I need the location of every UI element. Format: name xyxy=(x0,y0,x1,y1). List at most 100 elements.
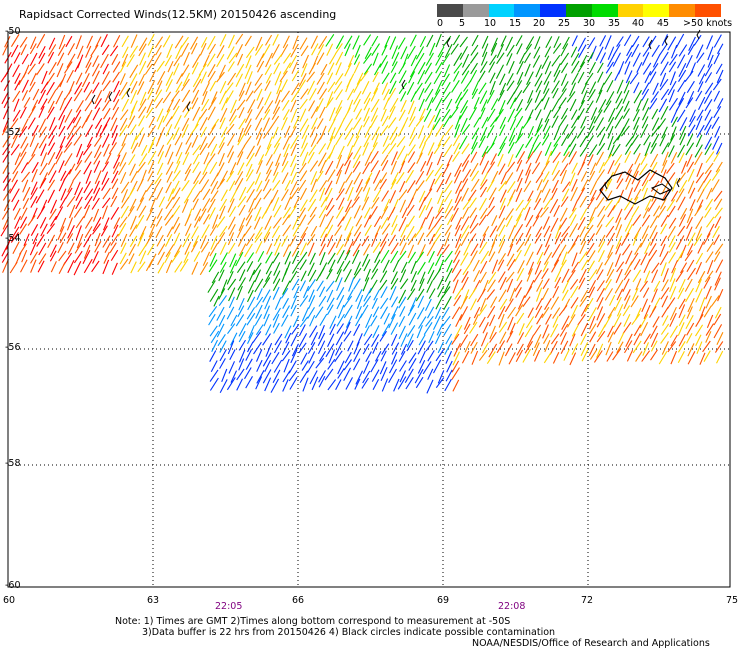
wind-barb xyxy=(182,72,190,87)
wind-barb xyxy=(659,134,666,147)
wind-barb xyxy=(270,115,280,129)
wind-barb xyxy=(298,251,308,264)
wind-barb xyxy=(444,199,453,214)
wind-barb xyxy=(289,181,298,196)
wind-barb xyxy=(208,43,216,55)
wind-barb xyxy=(397,37,406,50)
wind-barb xyxy=(316,280,324,292)
wind-barb xyxy=(229,162,237,175)
wind-barb xyxy=(588,269,598,282)
wind-barb xyxy=(274,71,282,86)
wind-barb xyxy=(38,52,46,65)
wind-barb xyxy=(717,43,724,55)
wind-barb xyxy=(272,286,280,300)
wind-barb xyxy=(541,287,549,301)
wind-barb xyxy=(596,269,604,281)
wind-barb xyxy=(435,253,442,267)
wind-barb xyxy=(578,44,587,58)
wind-barb xyxy=(371,196,380,209)
wind-barb xyxy=(11,171,19,183)
wind-barb xyxy=(505,172,514,185)
wind-barb xyxy=(166,43,174,59)
wind-barb xyxy=(426,269,435,285)
wind-barb xyxy=(372,341,379,354)
wind-barb xyxy=(370,160,379,173)
wind-barb xyxy=(253,341,262,355)
wind-barb xyxy=(460,70,470,84)
wind-barb xyxy=(419,350,426,364)
wind-barb xyxy=(470,178,480,192)
wind-barb xyxy=(614,154,623,166)
wind-barb xyxy=(703,233,711,245)
wind-barb xyxy=(685,142,695,156)
wind-barb xyxy=(453,52,463,67)
wind-barb xyxy=(677,79,686,93)
credit-line: NOAA/NESDIS/Office of Research and Appli… xyxy=(472,638,710,649)
wind-barb xyxy=(353,323,361,337)
wind-barb xyxy=(157,144,165,157)
wind-barb xyxy=(298,324,306,337)
wind-barb xyxy=(354,44,361,58)
wind-barb xyxy=(147,243,155,256)
wind-barb xyxy=(639,280,648,293)
wind-barb xyxy=(407,288,416,301)
wind-barb xyxy=(625,224,633,238)
wind-barb xyxy=(551,98,560,112)
wind-barb xyxy=(41,70,48,85)
wind-barb xyxy=(623,269,632,281)
wind-barb xyxy=(170,105,180,120)
wind-barb xyxy=(514,132,524,144)
wind-barb xyxy=(405,225,415,241)
wind-barb xyxy=(428,330,435,344)
wind-barb xyxy=(40,81,49,94)
wind-barb xyxy=(407,45,416,60)
wind-barb xyxy=(437,370,445,384)
wind-barb xyxy=(644,241,651,255)
wind-barb xyxy=(516,126,524,141)
wind-barb xyxy=(559,323,569,337)
wind-barb xyxy=(580,232,588,246)
wind-barb xyxy=(39,217,47,229)
wind-barb xyxy=(21,171,31,183)
wind-barb xyxy=(562,280,570,294)
wind-barb xyxy=(194,208,202,221)
wind-barb xyxy=(291,243,301,257)
wind-barb xyxy=(373,82,380,95)
wind-barb xyxy=(617,332,625,345)
wind-barb xyxy=(662,268,669,283)
wind-barb xyxy=(452,379,460,392)
wind-barb xyxy=(513,90,523,103)
wind-barb xyxy=(612,163,621,177)
wind-barb xyxy=(463,242,471,256)
wind-barb xyxy=(171,250,181,263)
wind-barb xyxy=(480,332,488,347)
wind-barb xyxy=(74,116,82,128)
wind-barb xyxy=(110,249,119,261)
wind-barb xyxy=(660,323,670,335)
wind-barb xyxy=(436,178,445,193)
wind-barb xyxy=(577,37,586,52)
wind-barb xyxy=(199,142,208,156)
wind-barb xyxy=(343,359,352,371)
wind-barb xyxy=(678,278,686,293)
wind-barb xyxy=(274,89,282,104)
wind-barb xyxy=(453,196,462,211)
wind-barb xyxy=(192,235,200,248)
wind-barb xyxy=(379,178,387,190)
wind-barb xyxy=(184,213,191,227)
wind-barb xyxy=(283,52,292,64)
wind-barb xyxy=(164,144,172,158)
wind-barb xyxy=(272,171,279,183)
wind-barb xyxy=(437,46,445,58)
wind-barb xyxy=(406,180,416,194)
wind-barb xyxy=(327,358,336,370)
wind-barb xyxy=(225,90,234,104)
wind-barb xyxy=(553,36,560,49)
wind-barb xyxy=(651,188,659,202)
wind-barb xyxy=(191,180,199,192)
wind-barb xyxy=(316,132,325,145)
wind-barb xyxy=(347,340,354,352)
wind-barb xyxy=(527,125,535,139)
wind-barb xyxy=(534,124,543,137)
wind-barb xyxy=(263,126,272,139)
